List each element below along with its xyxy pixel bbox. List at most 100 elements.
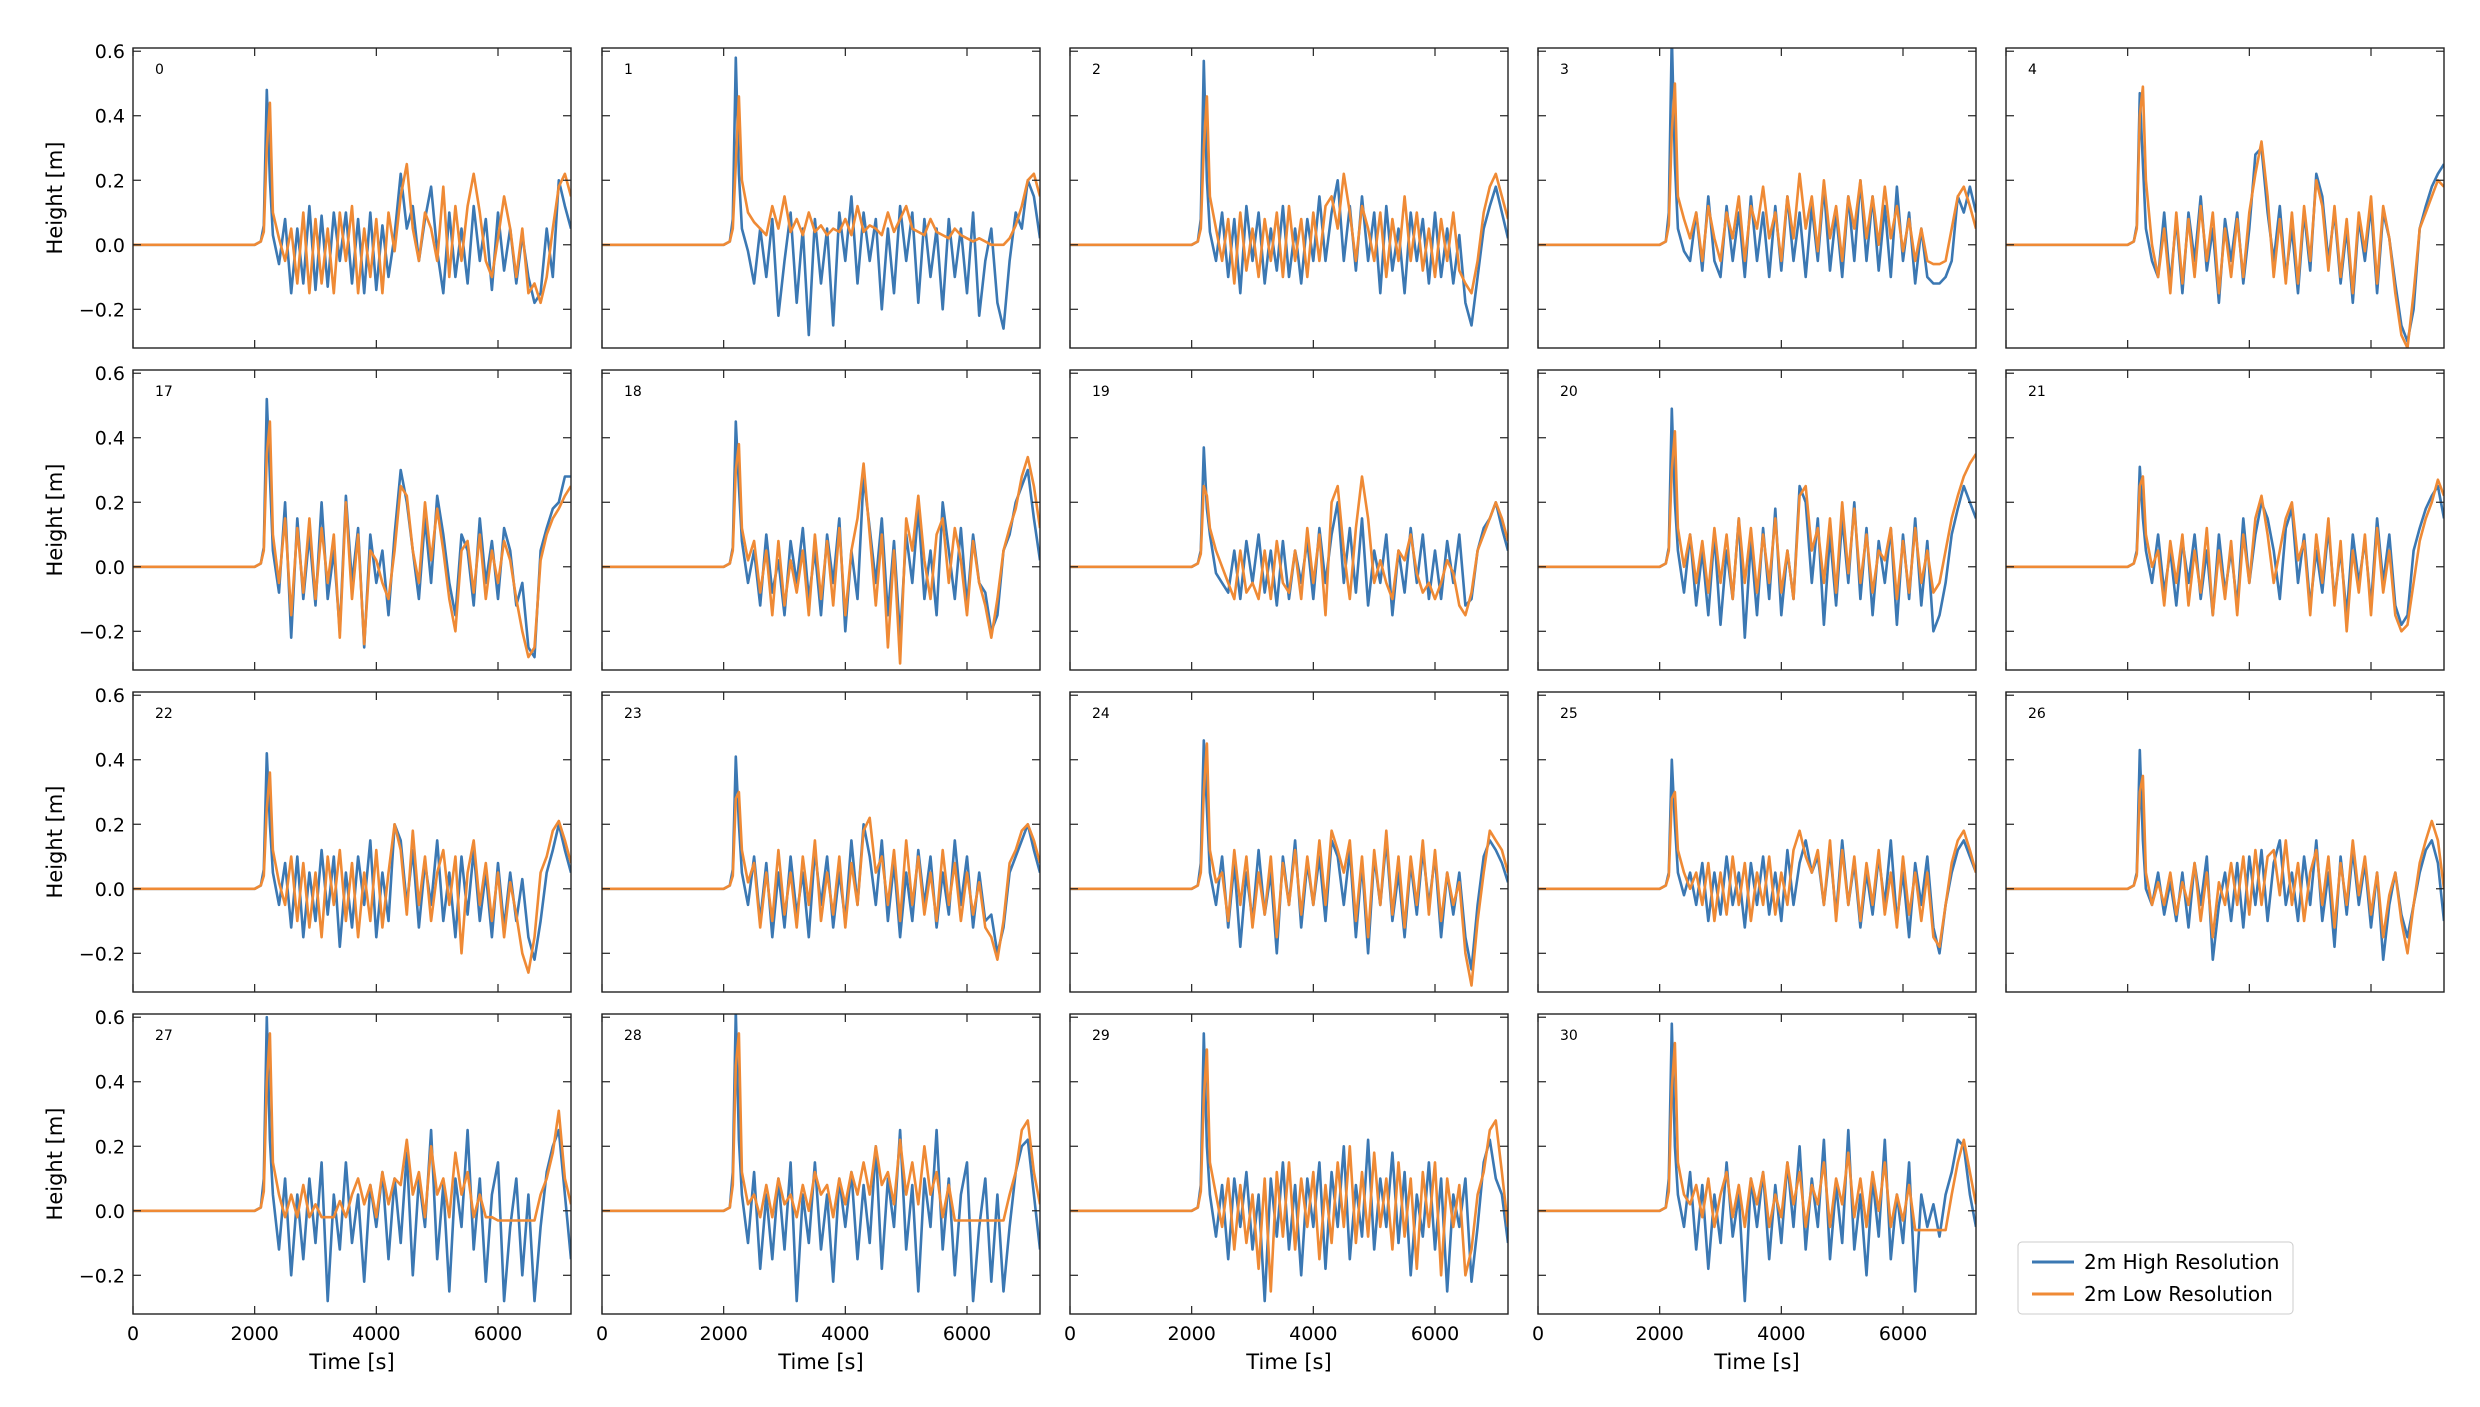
y-tick-label: 0.2 [95, 1136, 125, 1158]
axes-frame [1069, 691, 1509, 993]
y-tick-label: 0.6 [95, 1007, 125, 1029]
panel-id-label: 30 [1560, 1028, 1578, 1044]
subplot-27: 27 −0.2 0.0 0.2 0.4 0.6 Height [m] 0 2000 4000 600… [43, 1007, 572, 1374]
series-line-high-20 [1538, 407, 1976, 639]
x-tick-label: 0 [596, 1323, 608, 1345]
axes-frame [132, 1013, 572, 1315]
subplot-18: 18 [601, 369, 1041, 671]
y-tick-label: 0.0 [95, 1201, 125, 1223]
y-tick-label: 0.6 [95, 685, 125, 707]
y-axis-label: Height [m] [43, 1108, 67, 1221]
x-tick-label: 6000 [1411, 1323, 1459, 1345]
axes-frame [2005, 47, 2445, 349]
series-line-low-29 [1070, 1048, 1508, 1293]
panel-id-label: 23 [624, 706, 642, 722]
y-tick-label: 0.4 [95, 1072, 125, 1094]
legend-label-low: 2m Low Resolution [2084, 1282, 2273, 1306]
series-line-low-24 [1070, 742, 1508, 987]
subplot-20: 20 [1537, 369, 1977, 671]
series-line-low-0 [133, 101, 571, 305]
panel-id-label: 29 [1092, 1028, 1110, 1044]
x-tick-label: 2000 [230, 1323, 278, 1345]
series-line-low-28 [602, 1032, 1040, 1222]
series-line-low-1 [602, 95, 1040, 247]
series-line-high-2 [1070, 59, 1508, 327]
panel-id-label: 21 [2028, 384, 2046, 400]
panel-id-label: 25 [1560, 706, 1578, 722]
legend: 2m High Resolution 2m Low Resolution [2017, 1241, 2294, 1315]
subplot-0: 0 −0.2 0.0 0.2 0.4 0.6 Height [m] [43, 41, 572, 349]
series-line-high-24 [1070, 739, 1508, 971]
subplot-29: 29 0 2000 4000 6000 Time [s] [1064, 1013, 1509, 1374]
x-tick-label: 0 [1064, 1323, 1076, 1345]
series-line-low-27 [133, 1032, 571, 1222]
series-line-high-27 [133, 1015, 571, 1303]
x-tick-label: 2000 [699, 1323, 747, 1345]
x-axis-label: Time [s] [1713, 1350, 1799, 1374]
y-axis-label: Height [m] [43, 786, 67, 899]
legend-label-high: 2m High Resolution [2084, 1250, 2279, 1274]
subplot-3: 3 [1537, 47, 1977, 349]
x-tick-label: 6000 [474, 1323, 522, 1345]
panel-id-label: 27 [155, 1028, 173, 1044]
axes-frame [1537, 691, 1977, 993]
axes-frame [1537, 369, 1977, 671]
subplot-21: 21 [2005, 369, 2445, 671]
y-axis-label: Height [m] [43, 142, 67, 255]
subplot-17: 17 −0.2 0.0 0.2 0.4 0.6 Height [m] [43, 363, 572, 671]
series-line-low-18 [602, 442, 1040, 665]
axes-frame [601, 691, 1041, 993]
y-tick-label: 0.2 [95, 170, 125, 192]
series-line-low-20 [1538, 430, 1976, 601]
y-tick-label: −0.2 [79, 1265, 125, 1287]
legend-frame [2017, 1241, 2294, 1315]
x-tick-label: 2000 [1635, 1323, 1683, 1345]
x-tick-label: 0 [1532, 1323, 1544, 1345]
axes-frame [601, 369, 1041, 671]
axes-frame [1069, 369, 1509, 671]
axes-frame [132, 691, 572, 993]
series-line-high-28 [602, 1014, 1040, 1303]
y-tick-label: −0.2 [79, 621, 125, 643]
y-tick-label: 0.0 [95, 235, 125, 257]
series-line-low-17 [133, 420, 571, 659]
panel-id-label: 17 [155, 384, 173, 400]
series-line-high-1 [602, 56, 1040, 337]
series-line-high-18 [602, 420, 1040, 639]
x-axis-label: Time [s] [1245, 1350, 1331, 1374]
axes-frame [2005, 691, 2445, 993]
axes-frame [2005, 369, 2445, 671]
series-line-high-17 [133, 397, 571, 659]
x-tick-label: 0 [127, 1323, 139, 1345]
x-tick-label: 4000 [821, 1323, 869, 1345]
axes-frame [1069, 47, 1509, 349]
y-tick-label: 0.2 [95, 492, 125, 514]
x-tick-label: 6000 [943, 1323, 991, 1345]
series-line-low-22 [133, 771, 571, 974]
x-tick-label: 4000 [1757, 1323, 1805, 1345]
x-tick-label: 4000 [352, 1323, 400, 1345]
series-line-low-23 [602, 790, 1040, 961]
series-line-low-2 [1070, 95, 1508, 295]
y-tick-label: −0.2 [79, 299, 125, 321]
x-tick-label: 2000 [1167, 1323, 1215, 1345]
series-line-low-21 [2006, 475, 2444, 633]
x-tick-label: 6000 [1879, 1323, 1927, 1345]
panel-id-label: 3 [1560, 62, 1569, 78]
subplot-24: 24 [1069, 691, 1509, 993]
y-tick-label: 0.4 [95, 106, 125, 128]
series-line-high-30 [1538, 1022, 1976, 1303]
y-tick-label: 0.6 [95, 41, 125, 63]
subplot-4: 4 [2005, 47, 2445, 349]
subplot-1: 1 [601, 47, 1041, 349]
axes-frame [601, 47, 1041, 349]
x-axis-label: Time [s] [308, 1350, 394, 1374]
series-line-high-26 [2006, 748, 2444, 961]
series-line-high-25 [1538, 758, 1976, 955]
x-axis-label: Time [s] [777, 1350, 863, 1374]
series-line-high-23 [602, 755, 1040, 955]
panel-id-label: 19 [1092, 384, 1110, 400]
y-axis-label: Height [m] [43, 464, 67, 577]
panel-id-label: 18 [624, 384, 642, 400]
